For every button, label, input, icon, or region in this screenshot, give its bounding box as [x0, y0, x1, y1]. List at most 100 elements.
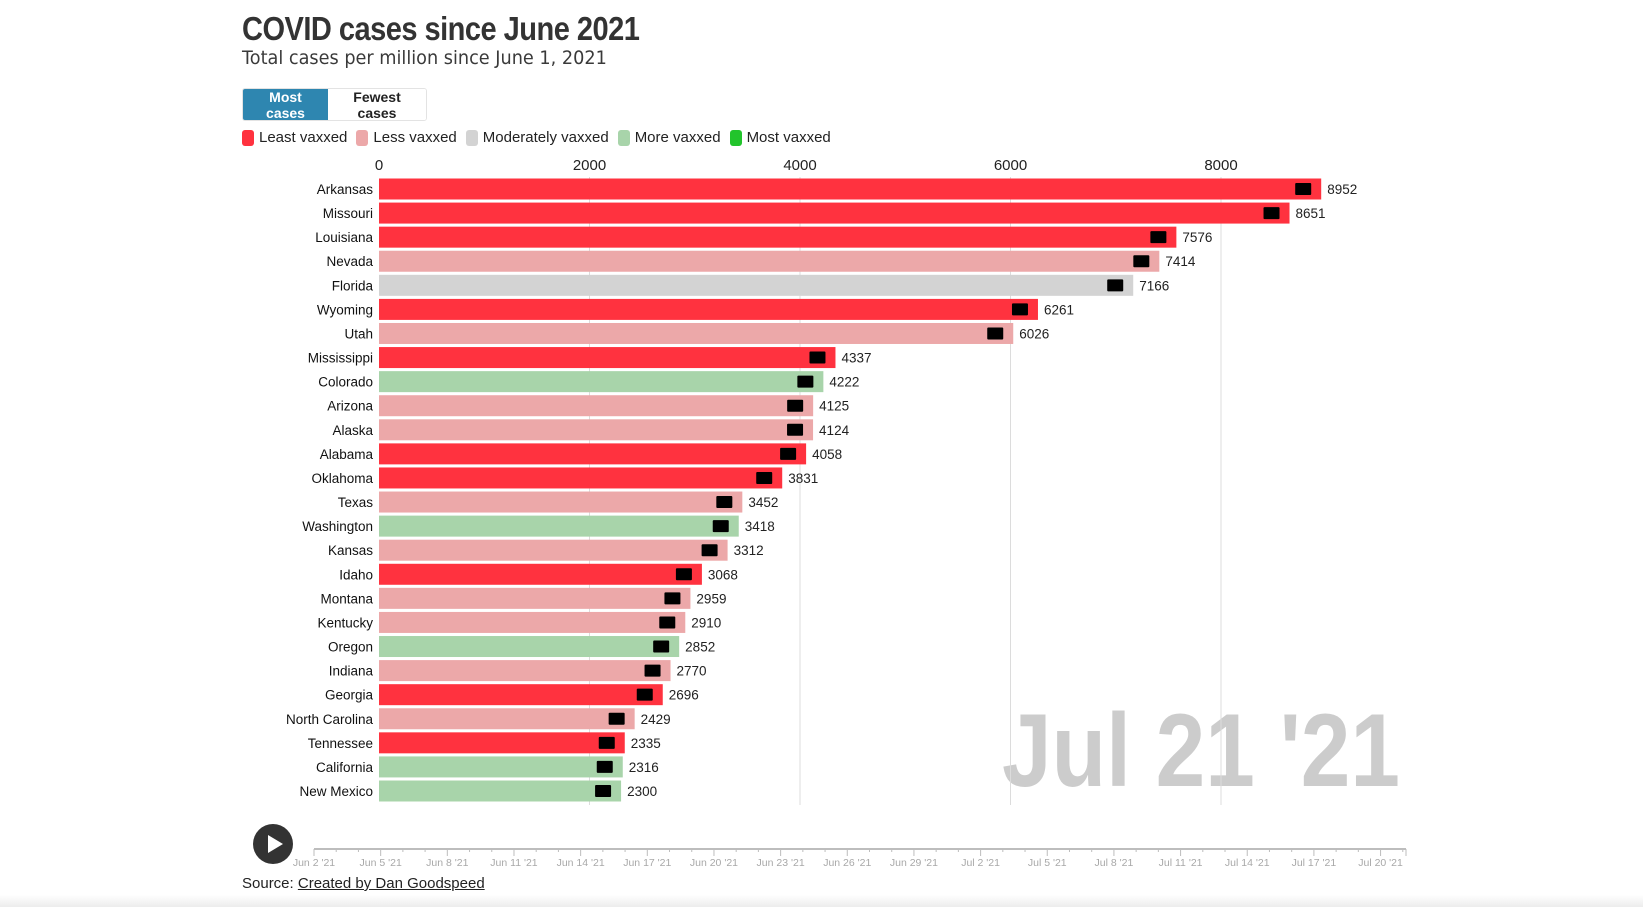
legend-swatch — [729, 129, 742, 146]
data-label: 2300 — [627, 784, 657, 799]
category-label: Montana — [320, 591, 373, 606]
timeline-tick-label: Jul 20 '21 — [1358, 857, 1403, 869]
timeline-tick-label: Jun 20 '21 — [690, 857, 738, 869]
state-shape-icon — [1295, 183, 1312, 195]
bar — [379, 202, 1290, 224]
legend-swatch — [617, 129, 630, 146]
category-label: Texas — [338, 495, 374, 510]
bar — [379, 419, 814, 441]
data-label: 2959 — [696, 591, 726, 606]
x-tick-label: 2000 — [573, 157, 606, 174]
state-shape-icon — [659, 616, 676, 629]
x-tick-label: 0 — [375, 157, 383, 174]
legend-item-most-vaxxed: Most vaxxed — [729, 129, 831, 146]
play-button[interactable] — [253, 824, 293, 864]
data-label: 7166 — [1139, 278, 1169, 293]
page-bottom-fade — [0, 895, 1643, 907]
timeline-tick-label: Jun 2 '21 — [293, 857, 335, 869]
timeline-tick-label: Jun 29 '21 — [890, 857, 938, 869]
fewest-cases-button[interactable]: Fewest cases — [328, 89, 426, 120]
data-label: 3452 — [748, 495, 778, 510]
timeline-tick-label: Jun 5 '21 — [360, 857, 402, 869]
data-label: 8651 — [1296, 206, 1326, 221]
bar — [379, 226, 1177, 248]
state-shape-icon — [987, 327, 1004, 340]
timeline-tick-label: Jul 2 '21 — [961, 857, 1000, 869]
state-shape-icon — [809, 351, 826, 364]
sort-toggle: Most cases Fewest cases — [242, 88, 427, 121]
category-label: Idaho — [339, 567, 373, 582]
state-shape-icon — [1150, 231, 1167, 244]
legend-label: More vaxxed — [634, 129, 721, 146]
timeline-tick-label: Jul 17 '21 — [1292, 857, 1337, 869]
category-label: Colorado — [318, 375, 373, 390]
state-shape-icon — [598, 736, 615, 749]
state-shape-icon — [797, 375, 814, 388]
current-date-watermark: Jul 21 '21 — [1002, 693, 1400, 809]
state-shape-icon — [701, 544, 718, 557]
legend-item-more-vaxxed: More vaxxed — [617, 129, 721, 146]
state-shape-icon — [653, 640, 670, 653]
category-label: Georgia — [325, 688, 374, 703]
category-label: Washington — [302, 519, 373, 534]
timeline-tick-label: Jul 14 '21 — [1225, 857, 1270, 869]
legend: Least vaxxed Less vaxxed Moderately vaxx… — [242, 129, 840, 146]
legend-swatch — [465, 129, 478, 146]
bar — [379, 611, 686, 633]
bar — [379, 636, 680, 658]
data-label: 8952 — [1327, 182, 1357, 197]
state-shape-icon — [1011, 303, 1028, 316]
source-prefix: Source: — [242, 875, 294, 892]
bar — [379, 732, 625, 754]
bar — [379, 443, 807, 465]
source-link[interactable]: Created by Dan Goodspeed — [297, 875, 485, 892]
legend-label: Less vaxxed — [373, 129, 457, 146]
data-label: 3068 — [708, 567, 738, 582]
state-shape-icon — [1133, 255, 1150, 268]
data-label: 6026 — [1019, 326, 1049, 341]
data-label: 4124 — [819, 423, 850, 438]
category-label: Nevada — [326, 254, 373, 269]
category-label: Louisiana — [315, 230, 373, 245]
legend-item-least-vaxxed: Least vaxxed — [242, 129, 347, 146]
data-label: 7576 — [1182, 230, 1212, 245]
state-shape-icon — [636, 688, 653, 701]
data-label: 4125 — [819, 399, 849, 414]
legend-label: Most vaxxed — [746, 129, 831, 146]
state-shape-icon — [787, 399, 804, 412]
state-shape-icon — [787, 423, 804, 436]
category-label: Florida — [332, 278, 374, 293]
legend-label: Least vaxxed — [259, 129, 348, 146]
bar — [379, 347, 836, 369]
timeline-tick-label: Jul 8 '21 — [1095, 857, 1134, 869]
data-label: 3831 — [788, 471, 818, 486]
most-cases-button[interactable]: Most cases — [243, 89, 328, 120]
state-shape-icon — [716, 496, 733, 509]
timeline-tick-label: Jun 17 '21 — [623, 857, 671, 869]
category-label: Tennessee — [308, 736, 373, 751]
data-label: 7414 — [1165, 254, 1196, 269]
bar — [379, 274, 1134, 296]
category-label: Missouri — [323, 206, 373, 221]
data-label: 6261 — [1044, 302, 1074, 317]
category-label: Mississippi — [308, 351, 373, 366]
timeline-tick-label: Jun 11 '21 — [490, 857, 538, 869]
data-label: 4337 — [841, 351, 871, 366]
legend-swatch — [242, 129, 254, 146]
bar — [379, 684, 663, 706]
state-shape-icon — [675, 568, 692, 581]
bar — [379, 780, 622, 802]
data-label: 2696 — [669, 688, 699, 703]
data-label: 2852 — [685, 640, 715, 655]
bar — [379, 756, 623, 778]
bar — [379, 563, 702, 585]
category-label: Kansas — [328, 543, 373, 558]
data-label: 4222 — [829, 375, 859, 390]
bar — [379, 660, 671, 682]
data-label: 2335 — [631, 736, 661, 751]
timeline-tick-label: Jul 5 '21 — [1028, 857, 1067, 869]
bar — [379, 587, 691, 609]
state-shape-icon — [644, 664, 661, 677]
timeline-tick-label: Jul 11 '21 — [1159, 857, 1203, 869]
x-tick-label: 6000 — [994, 157, 1027, 174]
